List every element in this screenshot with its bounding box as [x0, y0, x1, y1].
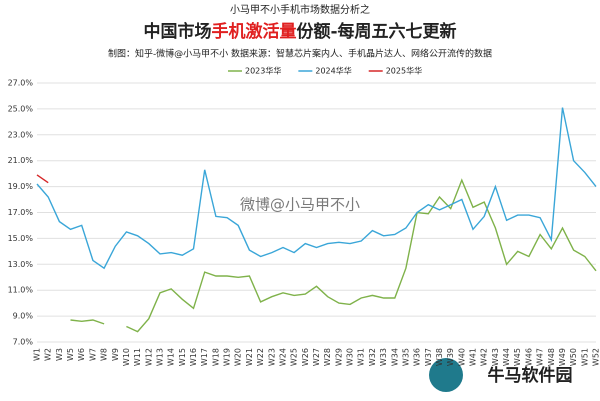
- x-tick-label: W50: [569, 348, 578, 366]
- y-tick-label: 13.0%: [8, 260, 34, 269]
- subtitle: 制图：知乎-微博@小马甲不小 数据来源：智慧芯片案内人、手机晶片达人、网络公开流…: [108, 48, 492, 60]
- y-tick-label: 7.0%: [13, 338, 34, 347]
- x-tick-label: W19: [223, 348, 232, 366]
- chart-title: 中国市场手机激活量份额-每周五六七更新: [143, 21, 456, 42]
- y-tick-label: 15.0%: [8, 234, 34, 243]
- x-tick-label: W41: [469, 348, 478, 366]
- series-line: [36, 174, 49, 184]
- x-tick-label: W16: [189, 348, 198, 366]
- x-tick-label: W11: [133, 348, 142, 366]
- x-tick-label: W35: [401, 348, 410, 366]
- y-tick-label: 23.0%: [8, 130, 34, 139]
- title-part: 份额-每周五六七更新: [296, 21, 456, 42]
- x-tick-label: W6: [77, 348, 86, 361]
- x-tick-label: W15: [178, 348, 187, 366]
- y-tick-label: 11.0%: [8, 286, 34, 295]
- x-tick-label: W26: [301, 348, 310, 366]
- x-tick-label: W10: [122, 348, 131, 366]
- legend-label: 2025华华: [386, 66, 422, 76]
- x-tick-label: W43: [491, 348, 500, 366]
- series-line: [70, 178, 597, 333]
- x-tick-label: W36: [413, 348, 422, 366]
- x-tick-label: W30: [346, 348, 355, 366]
- y-tick-label: 9.0%: [13, 312, 34, 321]
- x-tick-label: W52: [592, 348, 600, 366]
- x-tick-label: W39: [446, 348, 455, 366]
- title-part: 中国市场: [143, 21, 211, 42]
- x-tick-label: W25: [290, 348, 299, 366]
- x-tick-label: W47: [536, 348, 545, 366]
- x-tick-label: W20: [234, 348, 243, 366]
- x-tick-label: W40: [457, 348, 466, 366]
- series-line: [36, 107, 597, 270]
- x-tick-label: W51: [580, 348, 589, 366]
- logo-icon: [429, 358, 463, 392]
- y-tick-label: 25.0%: [8, 104, 34, 113]
- x-tick-label: W9: [111, 348, 120, 361]
- x-tick-label: W8: [100, 348, 109, 361]
- x-tick-label: W21: [245, 348, 254, 366]
- x-tick-label: W29: [334, 348, 343, 366]
- logo-badge: 牛马软件园: [429, 358, 573, 392]
- x-tick-label: W27: [312, 348, 321, 366]
- x-tick-label: W37: [424, 348, 433, 366]
- x-tick-label: W34: [390, 348, 399, 366]
- x-tick-label: W14: [167, 348, 176, 366]
- x-tick-label: W2: [44, 348, 53, 361]
- x-tick-label: W7: [88, 348, 97, 361]
- x-tick-label: W44: [502, 348, 511, 366]
- x-tick-label: W13: [155, 348, 164, 366]
- x-tick-label: W31: [357, 348, 366, 366]
- x-tick-label: W45: [513, 348, 522, 366]
- logo-text: 牛马软件园: [488, 365, 573, 386]
- x-tick-label: W33: [379, 348, 388, 366]
- x-tick-label: W22: [256, 348, 265, 366]
- legend-label: 2024华华: [315, 66, 351, 76]
- x-tick-label: W38: [435, 348, 444, 366]
- x-tick-label: W23: [267, 348, 276, 366]
- x-tick-label: W49: [558, 348, 567, 366]
- legend-label: 2023华华: [245, 66, 281, 76]
- x-tick-label: W48: [547, 348, 556, 366]
- y-tick-label: 27.0%: [8, 79, 34, 88]
- y-tick-label: 17.0%: [8, 208, 34, 217]
- x-tick-label: W46: [524, 348, 533, 366]
- x-tick-label: W42: [480, 348, 489, 366]
- x-tick-label: W17: [200, 348, 209, 366]
- x-tick-label: W28: [323, 348, 332, 366]
- x-tick-label: W18: [211, 348, 220, 366]
- x-tick-label: W5: [66, 348, 75, 361]
- x-tick-label: W12: [144, 348, 153, 366]
- x-tick-label: W24: [278, 348, 287, 366]
- supertitle: 小马甲不小手机市场数据分析之: [230, 3, 370, 16]
- y-tick-label: 19.0%: [8, 182, 34, 191]
- y-tick-label: 21.0%: [8, 156, 34, 165]
- title-highlight: 手机激活量: [211, 21, 296, 42]
- watermark: 微博@小马甲不小: [240, 196, 360, 214]
- x-tick-label: W1: [33, 348, 42, 361]
- x-tick-label: W32: [368, 348, 377, 366]
- x-tick-label: W3: [55, 348, 64, 361]
